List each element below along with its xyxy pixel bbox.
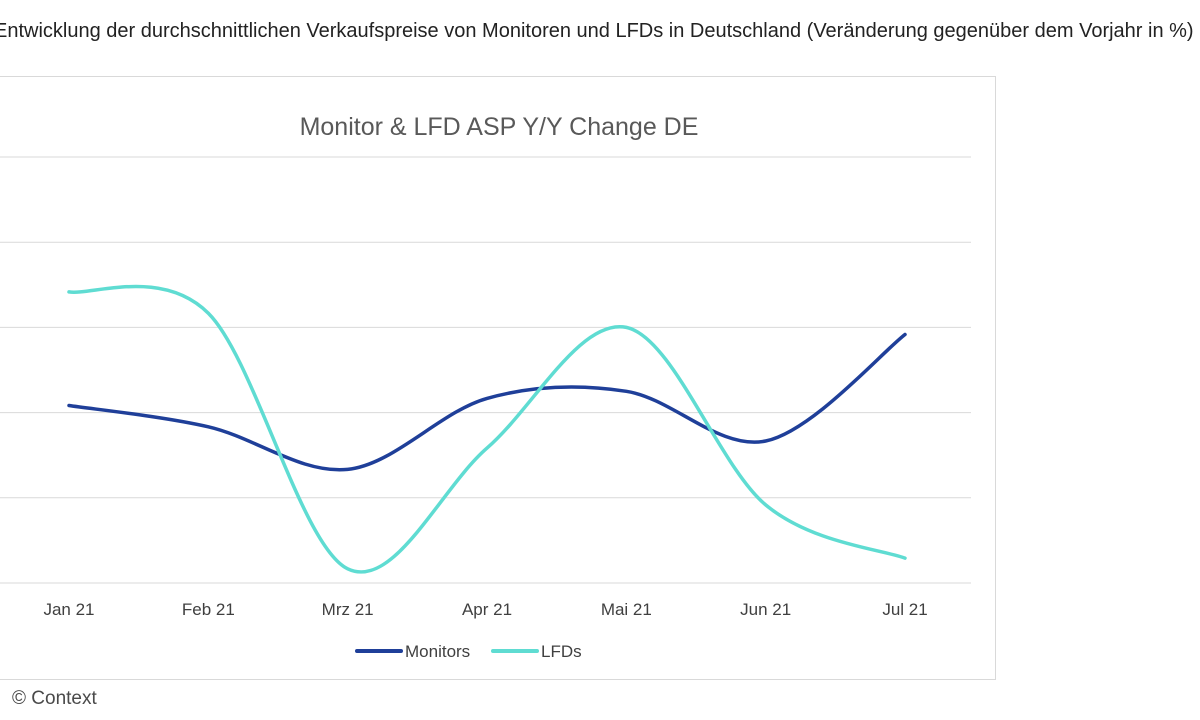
series-line-lfds <box>67 284 907 574</box>
x-tick-label: Apr 21 <box>462 600 512 619</box>
x-tick-label: Mai 21 <box>601 600 652 619</box>
x-tick-label: Jan 21 <box>43 600 94 619</box>
line-chart: Monitor & LFD ASP Y/Y Change DE Jan 21 Fe… <box>0 113 971 661</box>
legend: Monitors LFDs <box>355 642 582 661</box>
x-tick-label: Mrz 21 <box>322 600 374 619</box>
series-line-monitors <box>67 332 907 472</box>
page-header-text: Entwicklung der durchschnittlichen Verka… <box>0 20 1194 42</box>
x-tick-label: Jul 21 <box>882 600 927 619</box>
copyright-credit: © Context <box>12 688 97 709</box>
page-header: Entwicklung der durchschnittlichen Verka… <box>0 20 1200 46</box>
series-lines <box>67 284 907 574</box>
legend-label-monitors: Monitors <box>405 642 470 661</box>
gridlines <box>0 156 971 584</box>
x-axis-ticks: Jan 21 Feb 21 Mrz 21 Apr 21 Mai 21 Jun 21 Jul … <box>43 600 927 619</box>
chart-frame: Monitor & LFD ASP Y/Y Change DE Jan 21 Fe… <box>0 76 996 680</box>
x-tick-label: Feb 21 <box>182 600 235 619</box>
x-tick-label: Jun 21 <box>740 600 791 619</box>
legend-label-lfds: LFDs <box>541 642 582 661</box>
chart-title: Monitor & LFD ASP Y/Y Change DE <box>300 113 699 141</box>
